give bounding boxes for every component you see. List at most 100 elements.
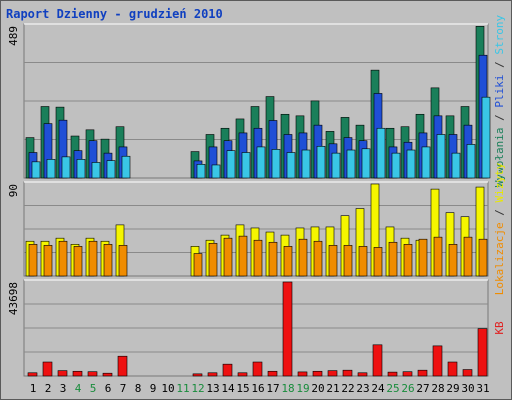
bar-lokalizacje-day-29 [448,244,458,277]
bar-lokalizacje-day-13 [208,242,218,277]
bar-lokalizacje-day-23 [358,246,368,277]
bar-strony-day-12 [196,164,206,179]
x-tick-label-day-12: 12 [191,382,204,395]
x-tick-label-day-17: 17 [266,382,279,395]
side-legend-part: Pliki [493,75,506,108]
bar-kb-day-2 [42,361,53,377]
x-tick-label-day-14: 14 [221,382,235,395]
bar-kb-day-27 [417,369,428,377]
bar-lokalizacje-day-18 [283,246,293,277]
bar-strony-day-21 [331,152,341,179]
x-tick-label-day-6: 6 [105,382,112,395]
bar-strony-day-29 [451,152,461,179]
bar-kb-day-19 [297,371,308,377]
bar-kb-day-4 [72,370,83,377]
bar-lokalizacje-day-14 [223,237,233,277]
bar-kb-day-1 [27,372,38,377]
x-tick-label-day-13: 13 [206,382,219,395]
bar-kb-day-7 [117,355,128,377]
bar-kb-day-18 [282,281,293,377]
side-legend-part: KB [493,321,506,335]
side-legend-part: Wizyty [493,162,506,202]
bar-lokalizacje-day-1 [28,244,38,277]
x-tick-label-day-8: 8 [135,382,142,395]
bar-kb-day-14 [222,363,233,377]
x-tick-label-day-27: 27 [416,382,429,395]
bar-lokalizacje-day-25 [388,241,398,277]
bar-lokalizacje-day-27 [418,238,428,277]
bar-kb-day-20 [312,370,323,377]
bar-lokalizacje-day-20 [313,240,323,277]
side-legend-part: / [493,108,506,128]
bar-lokalizacje-day-2 [43,245,53,277]
x-tick-label-day-1: 1 [30,382,37,395]
bar-kb-day-30 [462,369,473,377]
side-legend-part: Wywołania [493,128,506,188]
bar-kb-day-3 [57,370,68,377]
bar-strony-day-26 [406,149,416,179]
x-tick-label-day-29: 29 [446,382,459,395]
bar-kb-day-13 [207,372,218,377]
bar-strony-day-28 [436,134,446,179]
x-tick-label-day-10: 10 [161,382,174,395]
side-legend-part: / [493,55,506,75]
bar-lokalizacje-day-3 [58,240,68,277]
bar-lokalizacje-day-4 [73,246,83,277]
bar-strony-day-14 [226,150,236,179]
bar-lokalizacje-day-21 [328,245,338,277]
bar-strony-day-16 [256,146,266,179]
bar-strony-day-27 [421,146,431,179]
bar-strony-day-5 [91,162,101,179]
bar-strony-day-24 [376,127,386,179]
bar-strony-day-22 [346,149,356,179]
bar-kb-day-12 [192,373,203,377]
side-legend-part: Lokalizacje [493,222,506,295]
bar-strony-day-18 [286,152,296,179]
bar-kb-day-21 [327,370,338,377]
bar-strony-day-1 [31,161,41,179]
bar-lokalizacje-day-16 [253,239,263,277]
bar-kb-day-16 [252,361,263,377]
bar-strony-day-20 [316,145,326,179]
bar-kb-day-17 [267,370,278,377]
y-max-label: 489 [7,26,20,46]
x-tick-label-day-31: 31 [476,382,489,395]
bar-lokalizacje-day-6 [103,244,113,277]
x-tick-label-day-23: 23 [356,382,369,395]
bar-strony-day-30 [466,144,476,179]
bar-lokalizacje-day-26 [403,244,413,277]
x-tick-label-day-25: 25 [386,382,399,395]
bar-lokalizacje-day-30 [463,236,473,277]
bar-strony-day-15 [241,152,251,179]
x-tick-label-day-28: 28 [431,382,444,395]
bar-kb-day-24 [372,344,383,377]
bar-strony-day-3 [61,156,71,179]
y-max-label: 90 [7,184,20,197]
x-axis-labels: 1 2 3 4 5 6 7 8 9 10 11 12 13 14 15 16 17 18 19 20 21 22 23 24 2… [30,382,490,395]
side-legend-part: / [493,203,506,223]
bar-lokalizacje-day-28 [433,236,443,277]
x-tick-label-day-20: 20 [311,382,324,395]
x-tick-label-day-16: 16 [251,382,264,395]
x-tick-label-day-21: 21 [326,382,339,395]
bar-strony-day-7 [121,155,131,179]
middle-panel-sites-visits: 90 Lokalizacje / Wizyty [7,162,506,295]
bar-strony-day-6 [106,160,116,179]
bar-lokalizacje-day-24 [373,247,383,277]
bar-strony-day-31 [481,96,491,179]
bar-kb-day-25 [387,371,398,377]
y-max-label: 43698 [7,282,20,315]
side-legend-label: KB [493,321,506,335]
bar-lokalizacje-day-17 [268,241,278,277]
bar-strony-day-23 [361,148,371,179]
bar-lokalizacje-day-22 [343,245,353,277]
bar-kb-day-15 [237,372,248,377]
bar-strony-day-4 [76,159,86,179]
x-tick-label-day-15: 15 [236,382,249,395]
bar-lokalizacje-day-5 [88,240,98,277]
bar-kb-day-31 [477,328,488,377]
bar-lokalizacje-day-19 [298,238,308,277]
bar-lokalizacje-day-12 [193,253,203,277]
